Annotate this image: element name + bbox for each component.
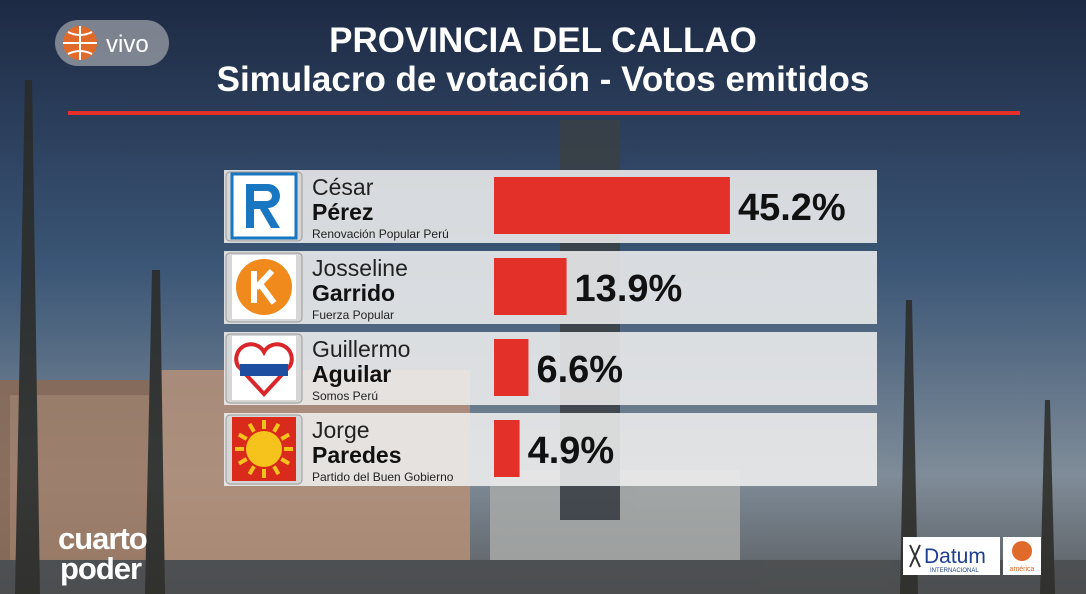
logo-ray [247,422,256,433]
network-name: américa [1010,566,1035,573]
bar [494,339,529,396]
first-name: Josseline [312,255,408,281]
program-line: cuarto [58,521,147,556]
pollster-sub: INTERNACIONAL [930,568,979,574]
live-badge: vivo [55,20,169,66]
logo-ray [237,432,248,441]
first-name: Jorge [312,417,370,443]
logo-ray [247,465,256,476]
logo-mark [246,184,280,228]
last-name: Pérez [312,199,373,225]
logo-ray [237,457,248,466]
title-rule [68,111,1020,115]
bar [494,420,520,477]
pollster-logo: Datum INTERNACIONAL américa [903,537,1041,575]
logo-mark [246,431,282,467]
logo-mark [251,268,277,305]
program-logo: cuarto poder [58,521,148,586]
party-name: Somos Perú [312,389,378,403]
program-line: poder [60,551,142,586]
chart-title: PROVINCIA DEL CALLAO [329,21,757,60]
logo-mark [240,364,288,376]
logo-ray [280,457,291,466]
row-panel [224,413,877,486]
last-name: Aguilar [312,361,391,387]
party-name: Renovación Popular Perú [312,227,449,241]
value-label: 4.9% [528,430,615,472]
logo-ray [272,422,281,433]
party-name: Fuerza Popular [312,308,394,322]
last-name: Paredes [312,442,402,468]
pollster-name: Datum [924,545,986,568]
first-name: César [312,174,374,200]
value-label: 45.2% [738,187,846,229]
chart-subtitle: Simulacro de votación - Votos emitidos [217,60,870,99]
logo-ray [272,465,281,476]
row-panel [224,332,877,405]
party-name: Partido del Buen Gobierno [312,470,454,484]
bar [494,258,567,315]
first-name: Guillermo [312,336,410,362]
bar [494,177,730,234]
value-label: 13.9% [575,268,683,310]
live-label: vivo [106,31,149,58]
value-label: 6.6% [536,349,623,391]
logo-ray [280,432,291,441]
logo-mark [234,342,294,397]
last-name: Garrido [312,280,395,306]
